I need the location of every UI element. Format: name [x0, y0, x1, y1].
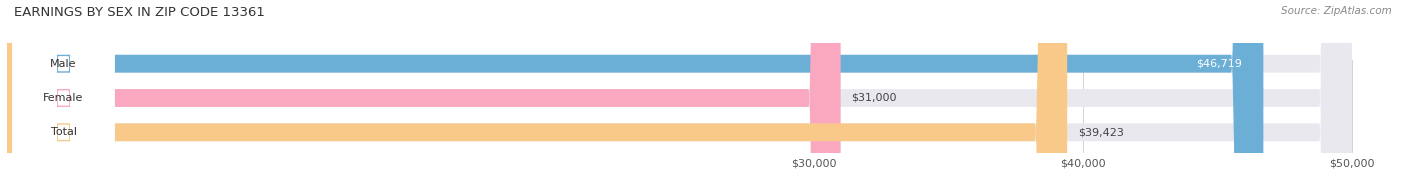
FancyBboxPatch shape — [13, 0, 115, 196]
Text: Male: Male — [51, 59, 77, 69]
FancyBboxPatch shape — [7, 0, 1351, 196]
Text: Source: ZipAtlas.com: Source: ZipAtlas.com — [1281, 6, 1392, 16]
FancyBboxPatch shape — [7, 0, 841, 196]
Text: EARNINGS BY SEX IN ZIP CODE 13361: EARNINGS BY SEX IN ZIP CODE 13361 — [14, 6, 264, 19]
FancyBboxPatch shape — [7, 0, 1351, 196]
FancyBboxPatch shape — [13, 0, 115, 196]
Text: Female: Female — [44, 93, 84, 103]
Text: $31,000: $31,000 — [852, 93, 897, 103]
Text: $39,423: $39,423 — [1078, 127, 1123, 137]
FancyBboxPatch shape — [7, 0, 1351, 196]
FancyBboxPatch shape — [7, 0, 1264, 196]
Text: Total: Total — [51, 127, 76, 137]
Text: $46,719: $46,719 — [1197, 59, 1241, 69]
FancyBboxPatch shape — [13, 0, 115, 196]
FancyBboxPatch shape — [7, 0, 1067, 196]
